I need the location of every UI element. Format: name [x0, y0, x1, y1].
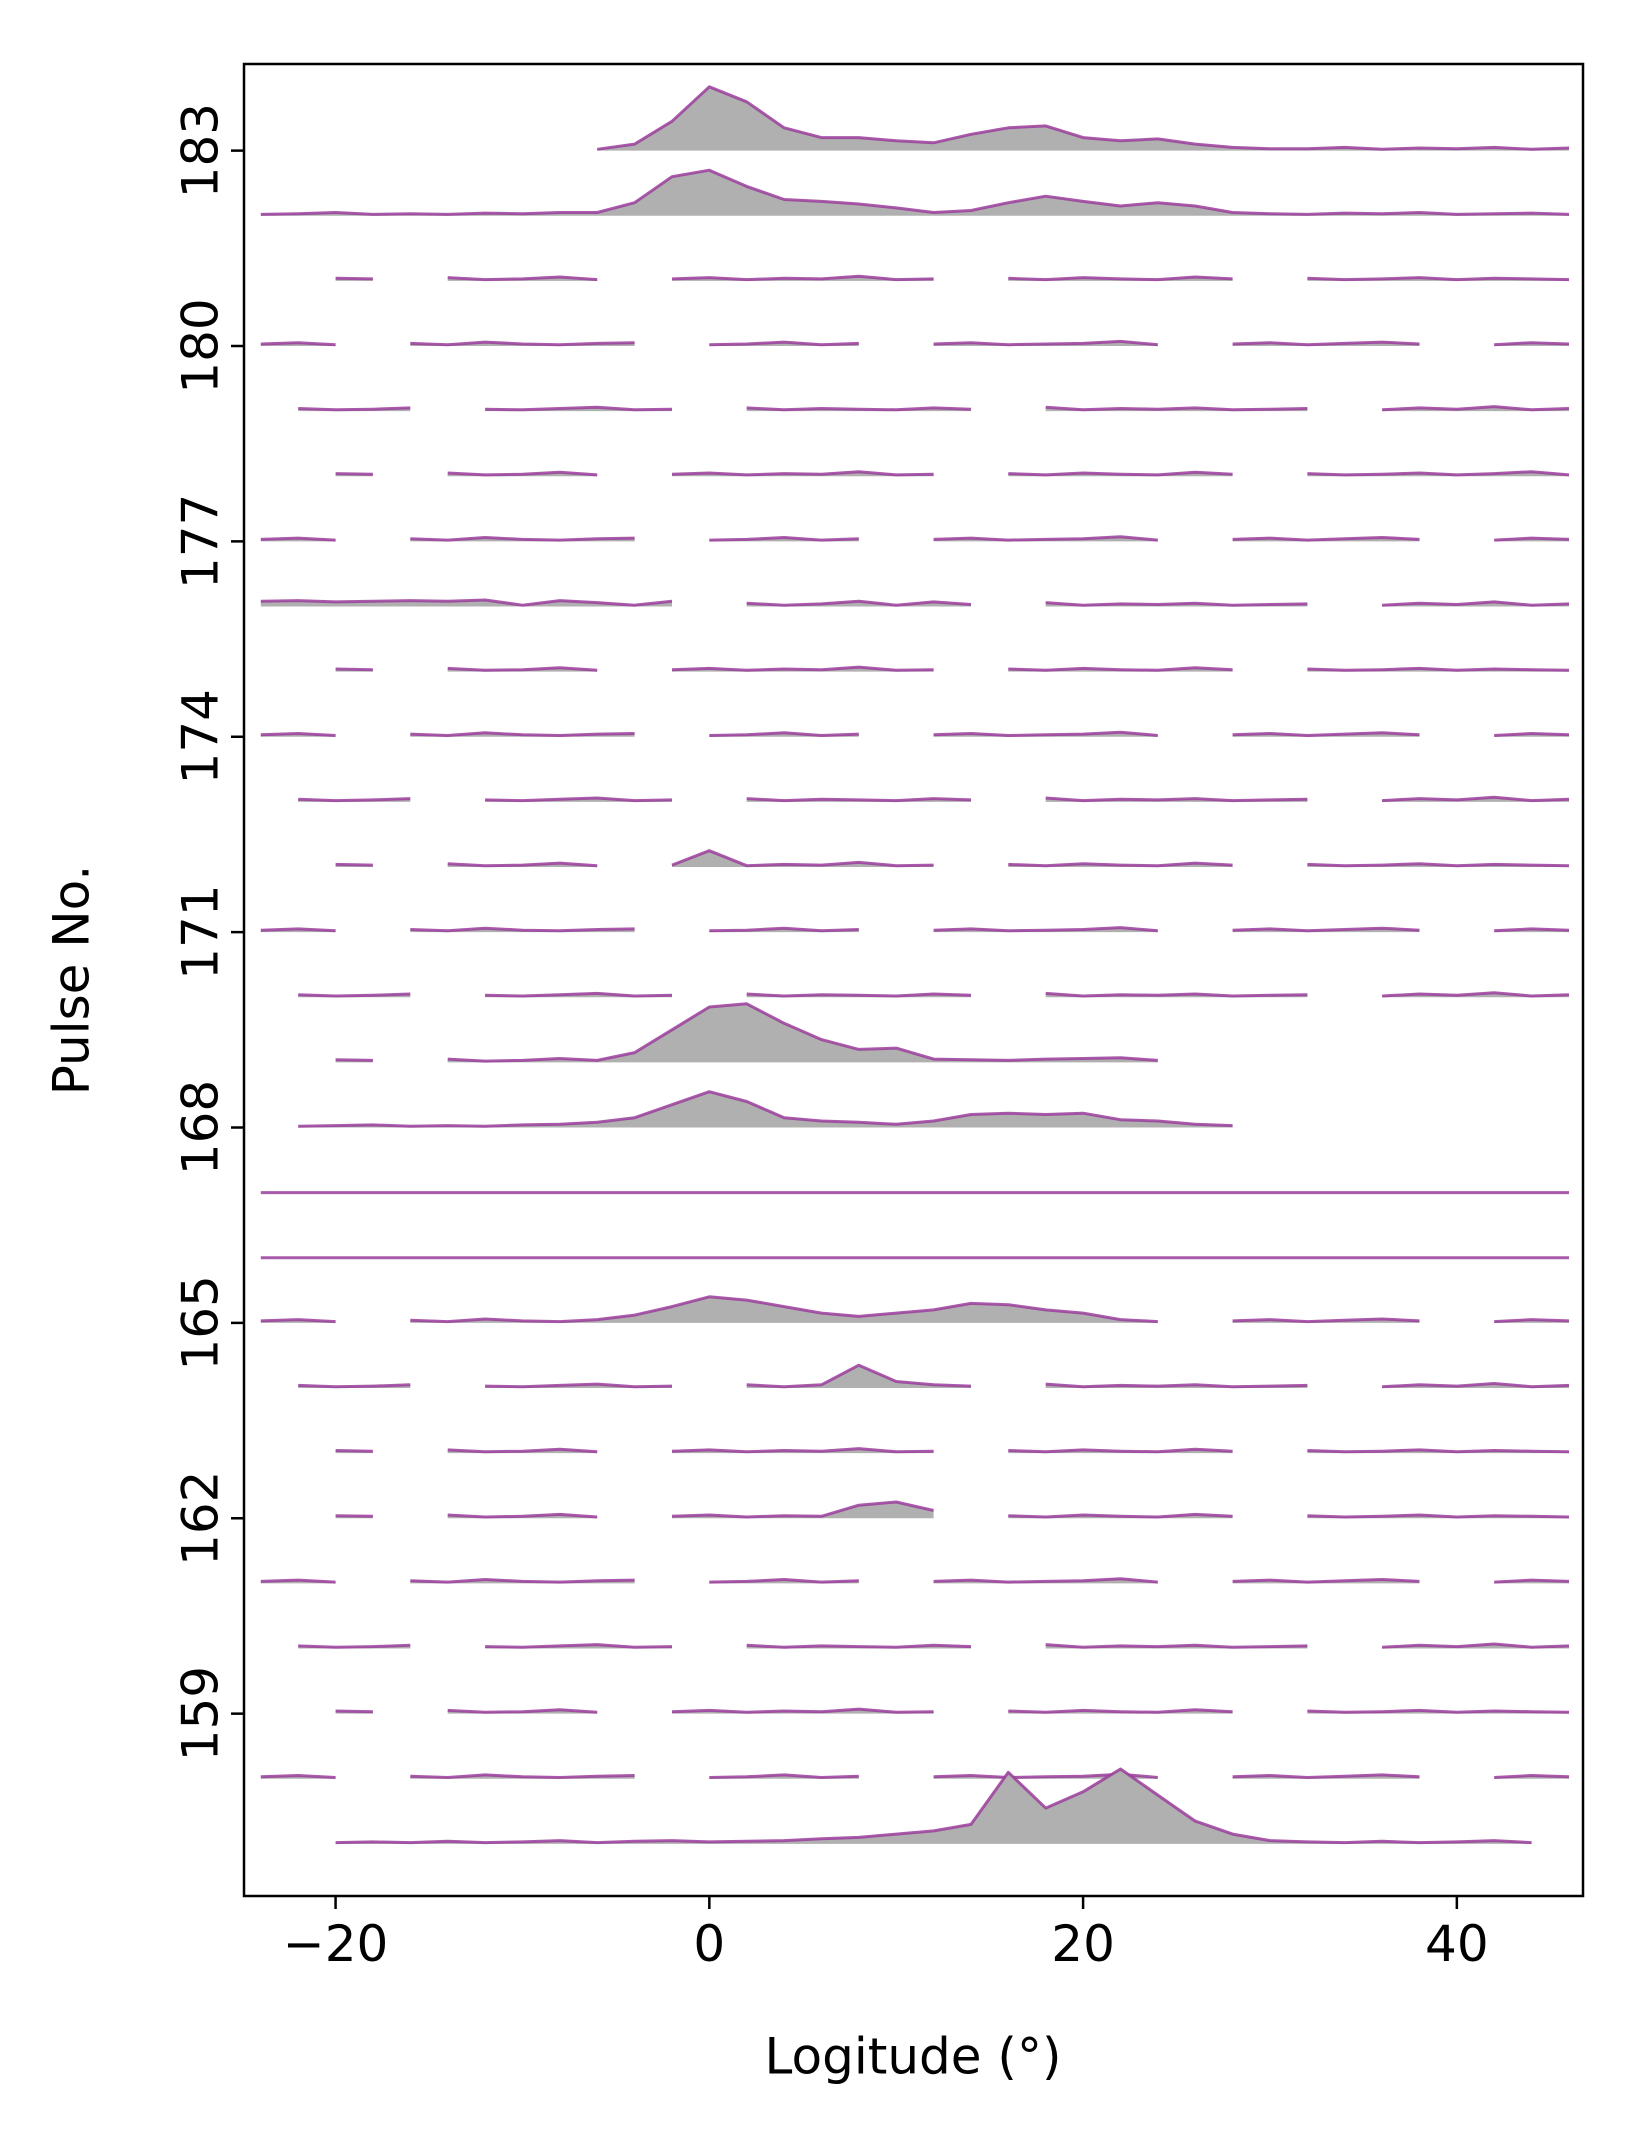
profile-line — [260, 1772, 1570, 1779]
profile-line — [298, 991, 1570, 998]
profile-line — [260, 339, 1570, 347]
profile-fill — [335, 1769, 1532, 1844]
profile-line — [335, 1707, 1570, 1714]
y-tick-label: 162 — [172, 1471, 230, 1566]
plot-frame — [242, 62, 1585, 1898]
profile-line — [260, 1295, 1570, 1324]
x-tick-label: 40 — [1425, 1915, 1489, 1973]
profile-line — [298, 795, 1570, 803]
profile-fill — [260, 1502, 1569, 1519]
profile-line — [335, 1002, 1158, 1063]
profile-line — [298, 1090, 1233, 1128]
profile-line — [298, 405, 1570, 412]
profile-line — [335, 1447, 1570, 1454]
y-axis-label: Pulse No. — [43, 865, 101, 1096]
profile-line — [335, 665, 1570, 672]
profile-line — [260, 926, 1570, 933]
profile-line — [335, 849, 1570, 868]
profile-line — [335, 1500, 1570, 1519]
y-tick-label: 171 — [172, 884, 230, 979]
profile-line — [335, 1767, 1532, 1845]
profile-line — [335, 470, 1570, 477]
x-axis-label: Logitude (°) — [765, 2028, 1062, 2086]
profile-fill — [260, 1296, 1569, 1323]
profile-line — [596, 85, 1570, 151]
y-tick-label: 159 — [172, 1666, 230, 1761]
profile-fill — [597, 86, 1569, 151]
profile-line — [260, 535, 1570, 542]
y-tick-label: 177 — [172, 494, 230, 589]
y-tick-label: 183 — [172, 103, 230, 198]
y-tick-label: 174 — [172, 689, 230, 784]
profile-line — [298, 1363, 1570, 1389]
profile-line — [260, 598, 1570, 607]
x-tick-label: 20 — [1051, 1915, 1115, 1973]
y-tick-label: 180 — [172, 298, 230, 393]
y-tick-label: 168 — [172, 1080, 230, 1175]
y-tick-label: 165 — [172, 1275, 230, 1370]
profile-fill — [260, 600, 1569, 607]
profile-line — [260, 1577, 1570, 1584]
profile-line — [335, 274, 1570, 282]
x-tick-label: −20 — [283, 1915, 389, 1973]
profile-line — [260, 168, 1570, 216]
x-tick-label: 0 — [693, 1915, 725, 1973]
profile-line — [298, 1642, 1570, 1649]
profile-line — [260, 730, 1570, 737]
profile-fill — [260, 1003, 1158, 1063]
